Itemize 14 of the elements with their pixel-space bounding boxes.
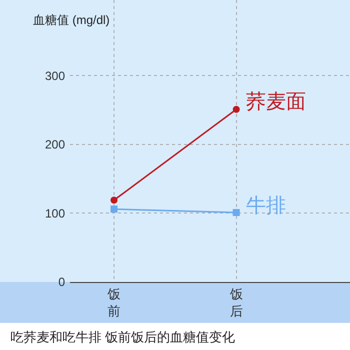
x-tick-label: 饭后 (228, 286, 243, 318)
y-axis-title: 血糖值 (mg/dl) (33, 13, 110, 27)
y-tick-label: 300 (44, 68, 66, 83)
y-tick-label: 0 (58, 275, 66, 290)
text: 吃荞麦和吃牛排 饭前饭后的血糖值变化 (10, 329, 236, 344)
series-label: 牛排 (246, 195, 286, 217)
series-label: 荞麦面 (246, 91, 306, 113)
y-tick-label: 200 (44, 138, 66, 152)
y-tick-label: 100 (44, 206, 66, 220)
point (110, 206, 118, 213)
point (110, 196, 118, 204)
point (232, 209, 240, 216)
x-tick-label: 饭前 (106, 286, 121, 318)
point (232, 106, 240, 113)
